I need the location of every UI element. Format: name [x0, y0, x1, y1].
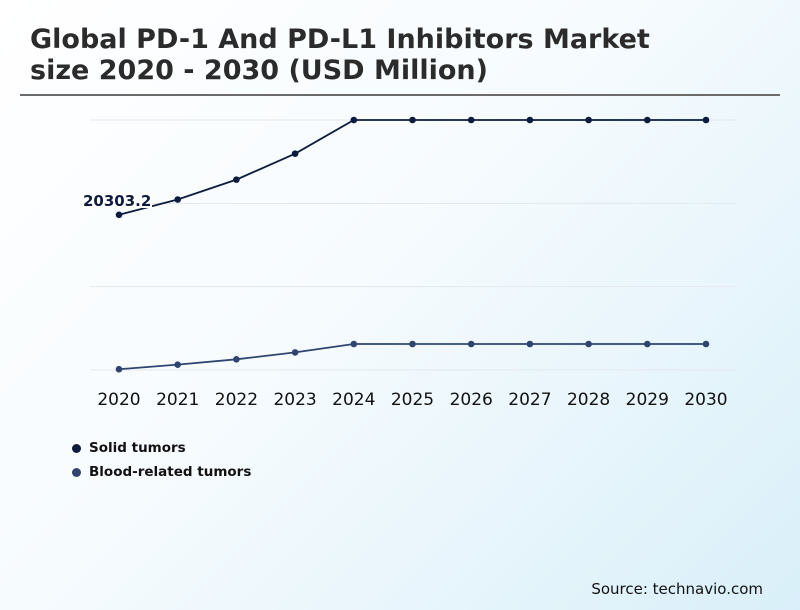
legend-item-blood-related-tumors: Blood-related tumors	[72, 460, 251, 484]
series-line-blood-related-tumors	[118, 343, 706, 371]
legend: Solid tumors Blood-related tumors	[72, 436, 251, 484]
x-tick-label: 2023	[273, 390, 316, 410]
data-point-solid-tumors	[291, 150, 299, 157]
x-tick-label: 2028	[567, 390, 610, 410]
data-point-blood-related-tumors	[291, 349, 299, 356]
data-point-blood-related-tumors	[174, 361, 181, 368]
chart-title-line-1: Global PD-1 And PD-L1 Inhibitors Market	[30, 24, 650, 55]
legend-marker-blood-related-tumors	[72, 467, 81, 477]
data-label-solid-tumors: 20303.2	[83, 192, 151, 210]
data-point-blood-related-tumors	[585, 340, 592, 348]
data-point-blood-related-tumors	[702, 340, 710, 348]
data-point-solid-tumors	[585, 116, 592, 124]
legend-item-solid-tumors: Solid tumors	[72, 436, 251, 460]
x-tick-label: 2020	[97, 390, 140, 410]
title-divider	[20, 94, 780, 96]
x-tick-label: 2027	[508, 390, 551, 410]
data-point-blood-related-tumors	[233, 355, 240, 363]
data-point-solid-tumors	[467, 116, 475, 124]
x-tick-label: 2030	[684, 390, 727, 410]
data-point-blood-related-tumors	[409, 340, 416, 348]
data-point-solid-tumors	[702, 116, 710, 124]
x-tick-label: 2026	[450, 390, 493, 410]
x-tick-label: 2025	[391, 390, 434, 410]
x-tick-label: 2022	[215, 390, 258, 410]
chart-title-line-2: size 2020 - 2030 (USD Million)	[30, 55, 488, 86]
data-point-solid-tumors	[644, 116, 651, 124]
legend-label-solid-tumors: Solid tumors	[89, 440, 186, 456]
chart-title: Global PD-1 And PD-L1 Inhibitors Market …	[30, 24, 650, 86]
data-point-solid-tumors	[409, 116, 416, 124]
data-point-blood-related-tumors	[115, 365, 123, 373]
data-point-solid-tumors	[526, 116, 534, 124]
data-point-solid-tumors	[350, 116, 358, 124]
data-point-blood-related-tumors	[526, 340, 534, 348]
line-chart: 20303.2 2020 2021 2022 2023 2024 2025 2026 2027 2…	[81, 116, 736, 410]
legend-marker-solid-tumors	[72, 443, 81, 453]
source-credit: Source: technavio.com	[591, 580, 763, 598]
legend-label-blood-related-tumors: Blood-related tumors	[89, 464, 252, 480]
data-point-solid-tumors	[115, 211, 123, 219]
data-point-blood-related-tumors	[644, 340, 651, 348]
x-tick-label: 2024	[332, 390, 375, 410]
data-point-blood-related-tumors	[467, 340, 475, 348]
data-point-blood-related-tumors	[350, 340, 358, 348]
series-line-solid-tumors	[118, 119, 706, 216]
x-tick-label: 2021	[156, 390, 199, 410]
data-point-solid-tumors	[233, 176, 240, 183]
data-point-solid-tumors	[174, 196, 181, 203]
x-tick-label: 2029	[626, 390, 669, 410]
